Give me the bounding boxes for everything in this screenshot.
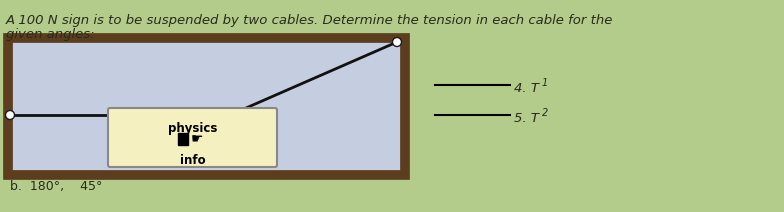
Text: b.  180°,    45°: b. 180°, 45° xyxy=(10,180,103,193)
Circle shape xyxy=(393,38,401,46)
Text: A 100 N sign is to be suspended by two cables. Determine the tension in each cab: A 100 N sign is to be suspended by two c… xyxy=(6,14,613,27)
Text: 5. T: 5. T xyxy=(514,112,539,125)
Text: 2: 2 xyxy=(542,108,548,118)
Text: 1: 1 xyxy=(542,78,548,88)
Text: info: info xyxy=(180,154,205,167)
Bar xyxy=(8,38,405,175)
Text: 4. T: 4. T xyxy=(514,82,539,95)
Circle shape xyxy=(226,110,234,120)
FancyBboxPatch shape xyxy=(108,108,277,167)
Circle shape xyxy=(5,110,14,120)
Text: given angles:: given angles: xyxy=(6,28,95,41)
Text: ☛: ☛ xyxy=(191,132,203,146)
Text: physics: physics xyxy=(168,122,217,135)
Bar xyxy=(179,133,188,145)
